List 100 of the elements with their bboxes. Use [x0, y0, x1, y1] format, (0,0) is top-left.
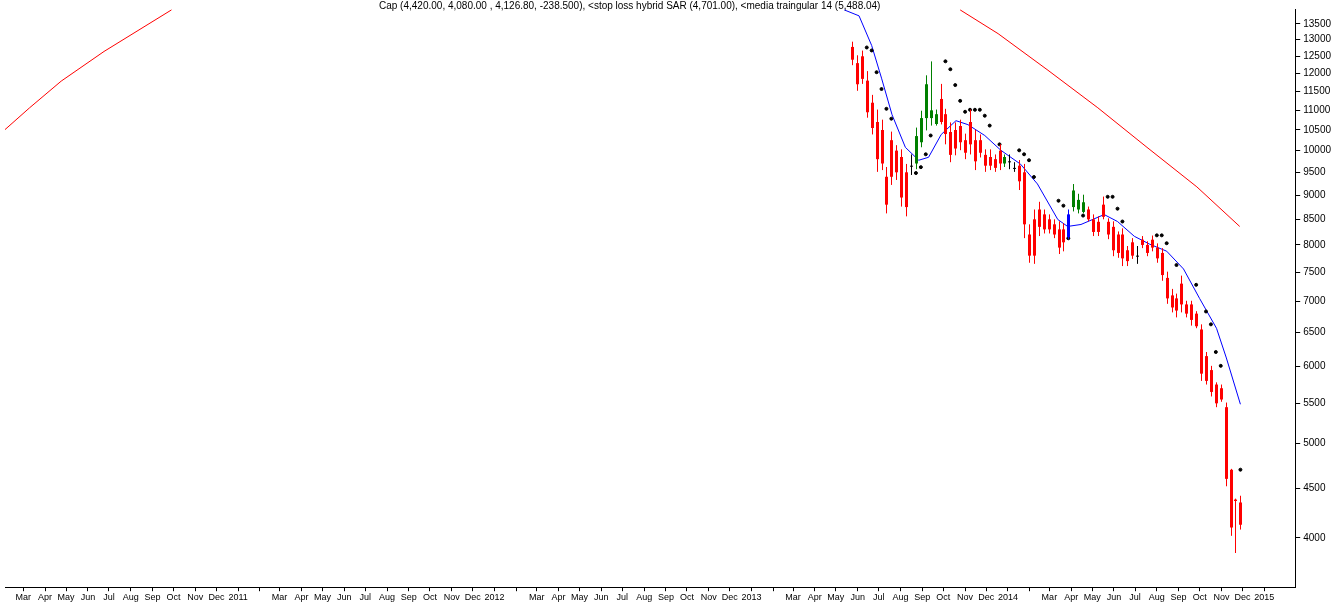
- candlestick: [999, 143, 1002, 171]
- candlestick: [1117, 230, 1120, 259]
- candlestick: [1043, 208, 1046, 234]
- x-tick-label: Sep: [400, 592, 417, 603]
- candlestick: [1048, 213, 1051, 234]
- x-tick-label: Mar: [785, 592, 801, 603]
- candlestick: [1136, 245, 1139, 265]
- x-tick-label: Mar: [1041, 592, 1058, 603]
- x-tick-label: Aug: [892, 592, 909, 603]
- y-tick-label: 11000: [1303, 104, 1331, 116]
- candlestick: [856, 54, 859, 92]
- candlestick: [954, 121, 957, 156]
- candlestick: [1210, 365, 1213, 397]
- candlestick: [1028, 223, 1031, 264]
- x-tick-label: Apr: [551, 592, 566, 603]
- x-tick-label: 2011: [228, 592, 248, 603]
- y-tick-label: 5000: [1303, 437, 1326, 449]
- y-tick-label: 9000: [1303, 188, 1326, 200]
- candlestick: [1112, 220, 1115, 257]
- x-tick-label: Apr: [294, 592, 309, 603]
- x-tick-label: 2015: [1254, 592, 1275, 603]
- y-tick-label: 11500: [1303, 85, 1331, 97]
- y-tick-label: 6500: [1303, 326, 1326, 338]
- y-tick-label: 8500: [1303, 213, 1326, 225]
- candlestick: [1107, 217, 1110, 240]
- x-tick-label: Nov: [187, 592, 204, 603]
- candlestick: [964, 133, 967, 160]
- y-tick-label: 12500: [1303, 50, 1332, 62]
- candlestick: [959, 119, 962, 151]
- candlestick: [974, 129, 977, 171]
- x-tick-label: Nov: [957, 592, 974, 603]
- x-tick-label: Nov: [1213, 592, 1230, 603]
- candlestick: [910, 153, 913, 176]
- x-tick-label: Nov: [700, 592, 718, 603]
- x-tick-label: Oct: [679, 592, 695, 603]
- x-tick-label: Jun: [336, 592, 352, 603]
- candlestick: [1121, 227, 1124, 267]
- x-tick-label: Nov: [443, 592, 461, 603]
- candlestick: [949, 121, 952, 163]
- x-tick-label: Jun: [594, 592, 609, 603]
- x-tick-label: Oct: [422, 592, 438, 603]
- x-tick-label: Dec: [1234, 592, 1252, 603]
- x-tick-label: Aug: [1148, 592, 1165, 603]
- x-tick-label: May: [1083, 592, 1102, 603]
- x-tick-label: Jul: [103, 592, 115, 603]
- x-tick-label: Dec: [208, 592, 225, 603]
- x-tick-label: Jul: [872, 592, 885, 603]
- y-tick-label: 13000: [1303, 33, 1332, 45]
- x-tick-label: Oct: [936, 592, 951, 603]
- y-tick-label: 7000: [1303, 295, 1326, 307]
- x-tick-label: Jul: [359, 592, 372, 603]
- y-tick-label: 6000: [1303, 360, 1326, 372]
- x-tick-label: Jun: [1106, 592, 1122, 603]
- candlestick: [895, 144, 898, 181]
- x-tick-label: May: [57, 592, 76, 603]
- x-tick-label: Sep: [657, 592, 674, 603]
- y-tick-label: 8000: [1303, 238, 1326, 250]
- candlestick: [1058, 220, 1061, 255]
- candlestick: [1062, 222, 1065, 252]
- candlestick: [1239, 495, 1242, 531]
- candlestick: [861, 50, 864, 85]
- x-tick-label: Aug: [379, 592, 396, 603]
- x-tick-label: May: [313, 592, 332, 603]
- candlestick: [1082, 194, 1085, 214]
- x-tick-label: Dec: [978, 592, 995, 603]
- y-tick-label: 4500: [1303, 481, 1326, 493]
- candlestick: [1161, 247, 1164, 282]
- x-tick-label: May: [571, 592, 589, 603]
- x-tick-label: May: [827, 592, 845, 603]
- x-tick-label: Apr: [807, 592, 822, 603]
- candlestick: [1008, 153, 1011, 170]
- x-tick-label: Sep: [914, 592, 931, 603]
- candlestick: [851, 41, 854, 66]
- candlestick: [1018, 159, 1021, 191]
- candlestick: [1097, 215, 1100, 237]
- x-tick-label: Oct: [1192, 592, 1208, 603]
- y-tick-label: 4000: [1303, 531, 1326, 543]
- candlestick: [1131, 237, 1134, 260]
- candlestick: [1053, 218, 1056, 239]
- y-tick-label: 10000: [1303, 144, 1332, 156]
- x-tick-label: Sep: [1170, 592, 1187, 603]
- candlestick: [1038, 201, 1041, 237]
- x-tick-label: Jul: [1129, 592, 1141, 603]
- y-tick-label: 12000: [1303, 67, 1332, 79]
- candlestick: [1180, 275, 1183, 313]
- y-tick-label: 13500: [1303, 17, 1332, 29]
- y-tick-label: 7500: [1303, 265, 1326, 277]
- candlestick: [1092, 213, 1095, 237]
- x-tick-label: Mar: [15, 592, 32, 603]
- candlestick: [1126, 245, 1129, 267]
- y-tick-label: 5500: [1303, 397, 1326, 409]
- x-tick-label: Apr: [38, 592, 53, 603]
- x-tick-label: Dec: [464, 592, 482, 603]
- candlestick: [1166, 271, 1169, 305]
- candlestick: [1102, 196, 1105, 220]
- x-tick-label: Dec: [721, 592, 739, 603]
- x-tick-label: 2014: [997, 592, 1018, 603]
- chart-title: Cap (4,420.00, 4,080.00 , 4,126.80, -238.500), <stop loss hybrid SAR (4,701.00), <media traingular 14 (5,488.04): [379, 0, 881, 11]
- candlestick: [1175, 293, 1178, 318]
- x-tick-label: Jun: [80, 592, 96, 603]
